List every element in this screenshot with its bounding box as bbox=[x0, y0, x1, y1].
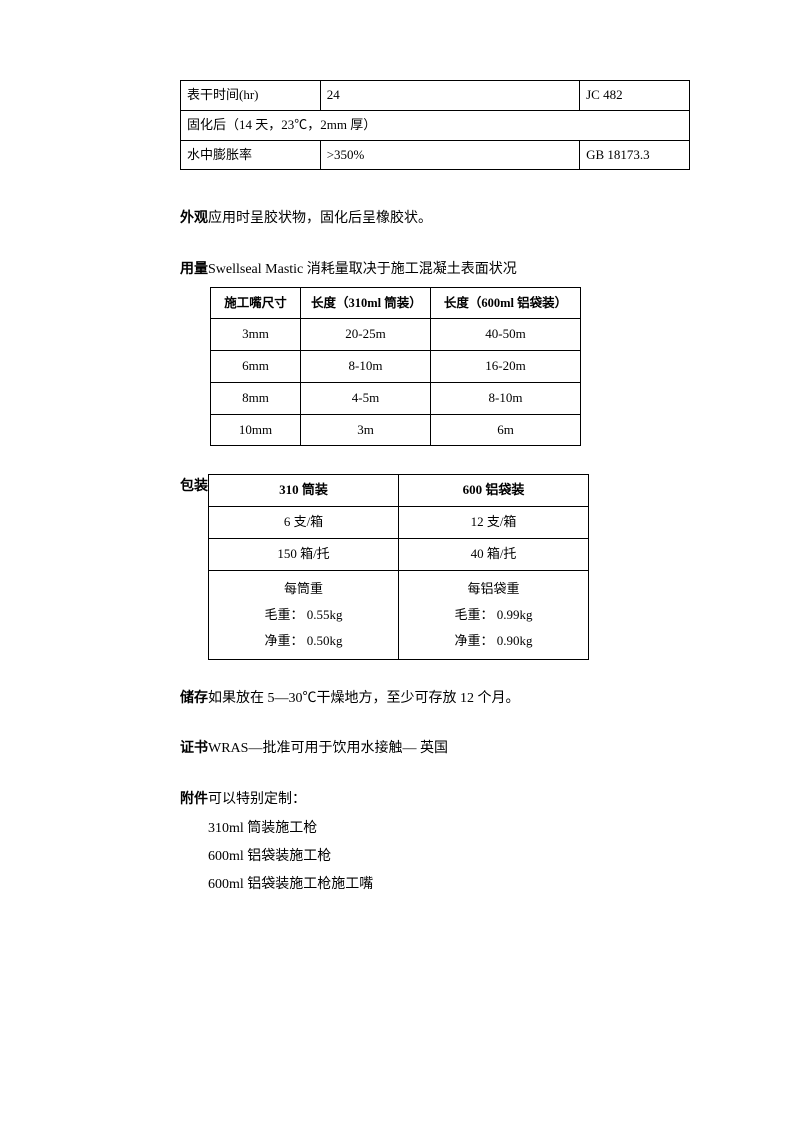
table-row: 3mm 20-25m 40-50m bbox=[211, 319, 581, 351]
weight-title: 每筒重 bbox=[219, 576, 388, 602]
cell: 4-5m bbox=[301, 382, 431, 414]
cell: 固化后（14 天，23℃，2mm 厚） bbox=[181, 110, 690, 140]
cell: 6mm bbox=[211, 350, 301, 382]
weight-net: 净重： 0.50kg bbox=[219, 628, 388, 654]
cert-label: 证书 bbox=[180, 741, 208, 756]
appearance-text: 应用时呈胶状物，固化后呈橡胶状。 bbox=[208, 211, 432, 226]
header-cell: 310 筒装 bbox=[209, 475, 399, 507]
header-cell: 施工嘴尺寸 bbox=[211, 288, 301, 319]
table-row: 表干时间(hr) 24 JC 482 bbox=[181, 81, 690, 111]
cell: 16-20m bbox=[431, 350, 581, 382]
weight-cell-left: 每筒重 毛重： 0.55kg 净重： 0.50kg bbox=[209, 570, 399, 659]
weight-cell-right: 每铝袋重 毛重： 0.99kg 净重： 0.90kg bbox=[399, 570, 589, 659]
table-header-row: 施工嘴尺寸 长度（310ml 筒装） 长度（600ml 铝袋装） bbox=[211, 288, 581, 319]
weight-title: 每铝袋重 bbox=[409, 576, 578, 602]
appearance-section: 外观应用时呈胶状物，固化后呈橡胶状。 bbox=[180, 208, 680, 230]
list-item: 600ml 铝袋装施工枪施工嘴 bbox=[180, 871, 680, 899]
table-row: 150 箱/托 40 箱/托 bbox=[209, 538, 589, 570]
storage-section: 储存如果放在 5—30℃干燥地方，至少可存放 12 个月。 bbox=[180, 688, 680, 710]
weight-gross: 毛重： 0.55kg bbox=[219, 602, 388, 628]
cert-section: 证书WRAS—批准可用于饮用水接触— 英国 bbox=[180, 738, 680, 760]
packaging-table: 310 筒装 600 铝袋装 6 支/箱 12 支/箱 150 箱/托 40 箱… bbox=[208, 474, 589, 659]
cell: >350% bbox=[320, 140, 579, 170]
storage-label: 储存 bbox=[180, 691, 208, 706]
table-row: 6 支/箱 12 支/箱 bbox=[209, 507, 589, 539]
cell: 12 支/箱 bbox=[399, 507, 589, 539]
attachments-section: 附件可以特别定制： 310ml 筒装施工枪 600ml 铝袋装施工枪 600ml… bbox=[180, 789, 680, 899]
cell: 8-10m bbox=[431, 382, 581, 414]
header-cell: 长度（310ml 筒装） bbox=[301, 288, 431, 319]
weight-gross: 毛重： 0.99kg bbox=[409, 602, 578, 628]
attachments-list: 310ml 筒装施工枪 600ml 铝袋装施工枪 600ml 铝袋装施工枪施工嘴 bbox=[180, 815, 680, 899]
cell: 40-50m bbox=[431, 319, 581, 351]
table-row: 6mm 8-10m 16-20m bbox=[211, 350, 581, 382]
storage-text: 如果放在 5—30℃干燥地方，至少可存放 12 个月。 bbox=[208, 691, 520, 706]
cell: 6m bbox=[431, 414, 581, 446]
cell: 20-25m bbox=[301, 319, 431, 351]
header-cell: 600 铝袋装 bbox=[399, 475, 589, 507]
packaging-section: 包装 310 筒装 600 铝袋装 6 支/箱 12 支/箱 150 箱/托 4… bbox=[180, 474, 680, 659]
cert-text: WRAS—批准可用于饮用水接触— 英国 bbox=[208, 741, 448, 756]
usage-text: Swellseal Mastic 消耗量取决于施工混凝土表面状况 bbox=[208, 262, 517, 277]
appearance-label: 外观 bbox=[180, 211, 208, 226]
attachments-label: 附件 bbox=[180, 792, 208, 807]
usage-table: 施工嘴尺寸 长度（310ml 筒装） 长度（600ml 铝袋装） 3mm 20-… bbox=[210, 287, 581, 446]
cell: GB 18173.3 bbox=[580, 140, 690, 170]
table-row: 8mm 4-5m 8-10m bbox=[211, 382, 581, 414]
cell: 表干时间(hr) bbox=[181, 81, 321, 111]
packaging-label: 包装 bbox=[180, 474, 208, 498]
table-header-row: 310 筒装 600 铝袋装 bbox=[209, 475, 589, 507]
table-row: 固化后（14 天，23℃，2mm 厚） bbox=[181, 110, 690, 140]
cell: 8mm bbox=[211, 382, 301, 414]
cell: 8-10m bbox=[301, 350, 431, 382]
cell: JC 482 bbox=[580, 81, 690, 111]
cell: 10mm bbox=[211, 414, 301, 446]
cell: 水中膨胀率 bbox=[181, 140, 321, 170]
list-item: 310ml 筒装施工枪 bbox=[180, 815, 680, 843]
table-row: 水中膨胀率 >350% GB 18173.3 bbox=[181, 140, 690, 170]
header-cell: 长度（600ml 铝袋装） bbox=[431, 288, 581, 319]
cell: 6 支/箱 bbox=[209, 507, 399, 539]
cell: 3m bbox=[301, 414, 431, 446]
usage-section: 用量Swellseal Mastic 消耗量取决于施工混凝土表面状况 施工嘴尺寸… bbox=[180, 259, 680, 447]
usage-label: 用量 bbox=[180, 262, 208, 277]
cell: 3mm bbox=[211, 319, 301, 351]
list-item: 600ml 铝袋装施工枪 bbox=[180, 843, 680, 871]
properties-table: 表干时间(hr) 24 JC 482 固化后（14 天，23℃，2mm 厚） 水… bbox=[180, 80, 690, 170]
table-row: 10mm 3m 6m bbox=[211, 414, 581, 446]
table-row-weight: 每筒重 毛重： 0.55kg 净重： 0.50kg 每铝袋重 毛重： 0.99k… bbox=[209, 570, 589, 659]
attachments-text: 可以特别定制： bbox=[208, 792, 306, 807]
weight-net: 净重： 0.90kg bbox=[409, 628, 578, 654]
cell: 24 bbox=[320, 81, 579, 111]
cell: 40 箱/托 bbox=[399, 538, 589, 570]
cell: 150 箱/托 bbox=[209, 538, 399, 570]
